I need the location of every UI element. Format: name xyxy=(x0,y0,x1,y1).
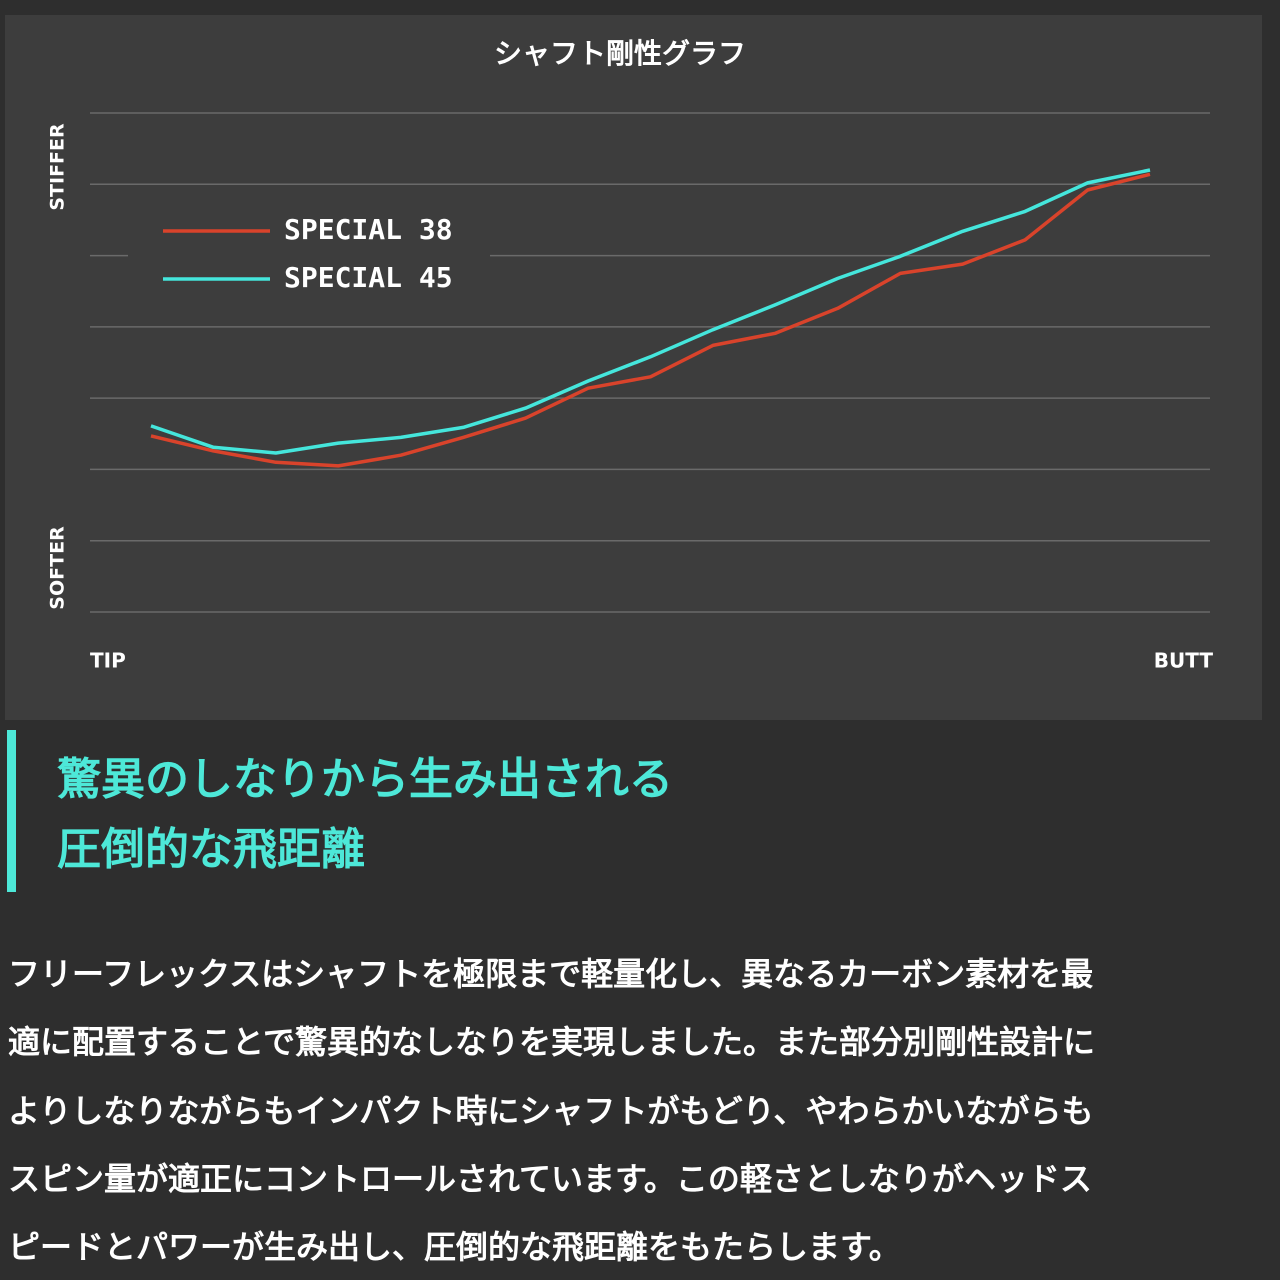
chart-panel xyxy=(5,15,1262,720)
heading-line: 驚異のしなりから生み出される xyxy=(57,754,673,805)
series-line xyxy=(150,168,1151,455)
body-line: 適に配置することで驚異的なしなりを実現しました。また部分別剛性設計に xyxy=(8,1023,1096,1062)
body-line: スピン量が適正にコントロールされています。この軽さとしなりがヘッドス xyxy=(8,1159,1092,1198)
y-bottom-label: SOFTER xyxy=(47,526,69,610)
body-line: ピードとパワーが生み出し、圧倒的な飛距離をもたらします。 xyxy=(8,1228,901,1267)
legend-background xyxy=(128,200,490,310)
y-top-label: STIFFER xyxy=(47,123,69,211)
x-start-label: TIP xyxy=(90,649,126,673)
body-text: フリーフレックスはシャフトを極限まで軽量化し、異なるカーボン素材を最 適に配置する… xyxy=(8,940,1280,1280)
legend-label: SPECIAL 38 xyxy=(284,213,453,246)
legend-label: SPECIAL 45 xyxy=(284,261,453,294)
x-end-label: BUTT xyxy=(1154,649,1214,673)
heading-accent xyxy=(7,730,16,892)
heading-line: 圧倒的な飛距離 xyxy=(57,824,365,875)
heading: 驚異のしなりから生み出される 圧倒的な飛距離 xyxy=(57,745,673,885)
body-line: フリーフレックスはシャフトを極限まで軽量化し、異なるカーボン素材を最 xyxy=(8,955,1094,993)
series-line xyxy=(150,172,1151,468)
body-line: よりしなりながらもインパクト時にシャフトがもどり、やわらかいながらも xyxy=(8,1091,1094,1130)
chart: シャフト剛性グラフ STIFFER SOFTER TIP BUTT SPECIA… xyxy=(5,15,1262,720)
chart-title: シャフト剛性グラフ xyxy=(494,37,746,70)
